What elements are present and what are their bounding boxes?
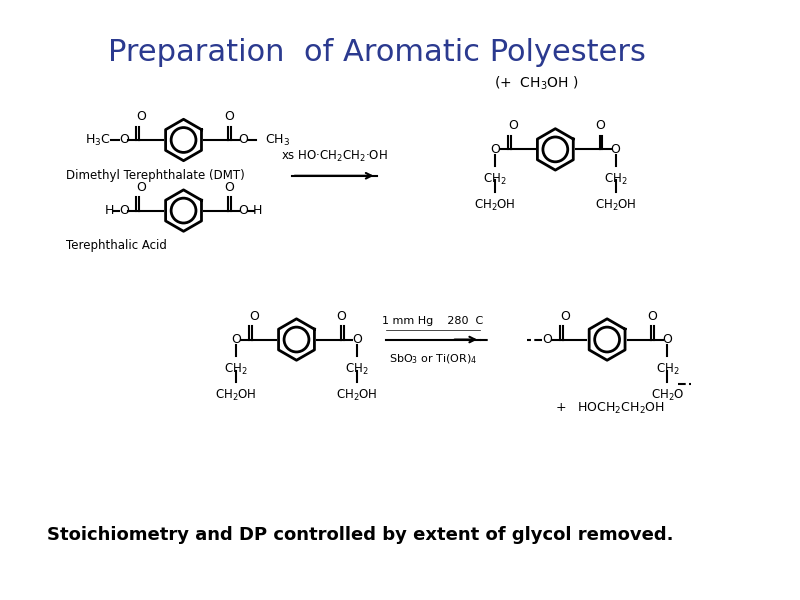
Text: O: O: [337, 310, 346, 323]
Text: O: O: [490, 143, 500, 156]
Text: H: H: [254, 204, 262, 217]
Text: CH$_2$O: CH$_2$O: [650, 388, 684, 403]
Text: SbO$_3$ or Ti(OR)$_4$: SbO$_3$ or Ti(OR)$_4$: [389, 353, 477, 367]
Text: (+  CH$_3$OH ): (+ CH$_3$OH ): [494, 75, 579, 92]
Text: H$_3$C: H$_3$C: [85, 133, 110, 148]
Text: O: O: [136, 110, 146, 123]
Text: O: O: [224, 181, 234, 194]
Text: O: O: [508, 119, 518, 133]
Text: +   HOCH$_2$CH$_2$OH: + HOCH$_2$CH$_2$OH: [555, 401, 666, 416]
Text: O: O: [231, 333, 241, 346]
Text: 1 mm Hg    280  C: 1 mm Hg 280 C: [382, 316, 483, 326]
Text: CH$_2$: CH$_2$: [655, 362, 679, 377]
Text: O: O: [238, 133, 248, 146]
Text: CH$_2$: CH$_2$: [604, 172, 627, 187]
Text: O: O: [542, 333, 552, 346]
Text: Terephthalic Acid: Terephthalic Acid: [66, 239, 166, 252]
Text: O: O: [238, 204, 248, 217]
Text: CH$_2$: CH$_2$: [225, 362, 248, 377]
Text: Dimethyl Terephthalate (DMT): Dimethyl Terephthalate (DMT): [66, 169, 245, 182]
Text: H: H: [105, 204, 114, 217]
Text: O: O: [119, 133, 129, 146]
Text: O: O: [250, 310, 259, 323]
Text: CH$_2$: CH$_2$: [345, 362, 369, 377]
Text: O: O: [610, 143, 621, 156]
Text: O: O: [647, 310, 658, 323]
Text: O: O: [136, 181, 146, 194]
Text: O: O: [662, 333, 672, 346]
Text: O: O: [560, 310, 570, 323]
Text: O: O: [595, 119, 606, 133]
Text: Preparation  of Aromatic Polyesters: Preparation of Aromatic Polyesters: [107, 38, 646, 67]
Text: CH$_2$OH: CH$_2$OH: [336, 388, 378, 403]
Text: O: O: [224, 110, 234, 123]
Text: Stoichiometry and DP controlled by extent of glycol removed.: Stoichiometry and DP controlled by exten…: [47, 526, 674, 544]
Text: CH$_3$: CH$_3$: [266, 133, 290, 148]
Text: CH$_2$OH: CH$_2$OH: [594, 197, 636, 212]
Text: CH$_2$OH: CH$_2$OH: [215, 388, 257, 403]
Text: CH$_2$OH: CH$_2$OH: [474, 197, 516, 212]
Text: CH$_2$: CH$_2$: [483, 172, 507, 187]
Text: xs HO·CH$_2$CH$_2$·OH: xs HO·CH$_2$CH$_2$·OH: [281, 148, 387, 164]
Text: O: O: [352, 333, 362, 346]
Text: O: O: [119, 204, 129, 217]
